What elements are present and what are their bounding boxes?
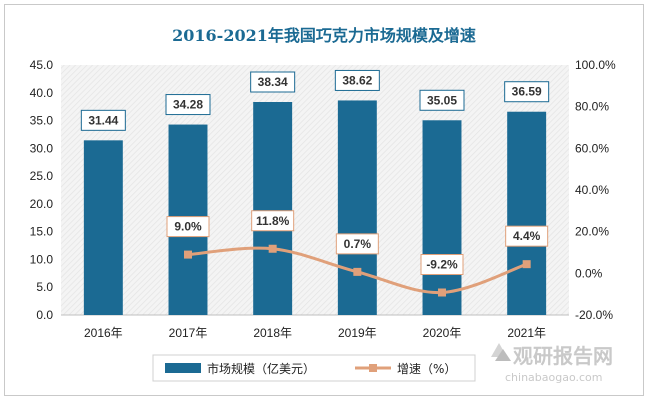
x-tick-label: 2019年	[338, 326, 377, 340]
bar-series	[83, 100, 547, 316]
bar-data-label-box	[334, 69, 380, 91]
bar-data-label: 38.34	[258, 75, 288, 89]
x-tick-label: 2020年	[423, 326, 462, 340]
bar-data-label: 31.44	[88, 113, 118, 127]
bar-data-label-box	[250, 71, 296, 93]
legend-bar-label: 市场规模（亿美元）	[207, 361, 315, 376]
bar-data-labels: 31.44 34.28 38.34 38.62 35.05 36.59	[80, 69, 550, 131]
right-tick-label: 40.0%	[575, 183, 609, 197]
bar	[422, 120, 462, 316]
left-y-axis: 0.0 5.0 10.0 15.0 20.0 25.0 30.0 35.0 40.0 45.0	[30, 58, 54, 322]
line-data-label: 0.7%	[344, 237, 372, 251]
watermark-name: 观研报告网	[513, 344, 613, 368]
right-y-axis: -20.0% 0.0% 20.0% 40.0% 60.0% 80.0% 100.0%	[575, 58, 616, 322]
watermark-logo-icon	[491, 343, 511, 361]
line-data-label: -9.2%	[426, 258, 458, 272]
chart-frame: 2016-2021年我国巧克力市场规模及增速 0.0 5.0 10.0 15.0 20.…	[4, 4, 644, 396]
x-tick-label: 2021年	[507, 326, 546, 340]
right-tick-label: 80.0%	[575, 100, 609, 114]
bar-data-label-box	[80, 109, 126, 131]
x-tick-label: 2016年	[84, 326, 123, 340]
line-data-label: 11.8%	[256, 214, 290, 228]
line-marker	[184, 250, 192, 259]
right-tick-label: 20.0%	[575, 225, 609, 239]
line-marker	[438, 288, 446, 297]
line-data-label: 9.0%	[174, 220, 202, 234]
legend-bar-swatch	[165, 363, 201, 373]
bar-data-label-box	[165, 94, 211, 116]
line-series	[184, 244, 531, 297]
legend-line-label: 增速（%）	[397, 362, 456, 376]
left-tick-label: 15.0	[30, 225, 54, 239]
chart-title: 2016-2021年我国巧克力市场规模及增速	[172, 26, 476, 45]
x-tick-label: 2018年	[253, 326, 292, 340]
line-marker	[522, 260, 531, 269]
right-tick-label: -20.0%	[575, 308, 613, 322]
bar-data-label: 35.05	[427, 93, 457, 107]
line-data-labels: 9.0% 11.8% 0.7% -9.2% 4.4%	[166, 210, 549, 275]
right-tick-label: 60.0%	[575, 141, 609, 155]
line-data-label: 4.4%	[513, 229, 541, 243]
line-marker	[353, 267, 362, 276]
left-tick-label: 0.0	[36, 308, 53, 322]
bar	[337, 100, 377, 315]
plot-area	[61, 65, 569, 315]
line-marker	[268, 244, 277, 253]
bar	[253, 102, 293, 315]
bar	[507, 111, 547, 315]
left-tick-label: 40.0	[30, 86, 54, 100]
bar-data-label: 38.62	[342, 73, 372, 87]
bar-data-label: 36.59	[512, 85, 542, 99]
bar-data-label-box	[419, 89, 465, 111]
legend-line-marker	[369, 364, 377, 372]
watermark-url: chinabaogao.com	[505, 371, 603, 384]
left-tick-label: 20.0	[30, 197, 54, 211]
line-data-label-box	[505, 225, 549, 247]
left-tick-label: 35.0	[30, 114, 54, 128]
watermark: 观研报告网 chinabaogao.com	[491, 343, 613, 384]
line-data-label-box	[335, 233, 379, 255]
left-tick-label: 45.0	[30, 58, 54, 72]
bar	[83, 140, 123, 315]
x-axis: 2016年 2017年 2018年 2019年 2020年 2021年	[61, 314, 569, 340]
x-tick-label: 2017年	[169, 326, 208, 340]
legend: 市场规模（亿美元） 增速（%）	[152, 354, 476, 382]
line-data-label-box	[420, 254, 464, 275]
left-tick-label: 30.0	[30, 141, 54, 155]
bar-data-label-box	[504, 81, 550, 103]
right-tick-label: 100.0%	[575, 58, 616, 72]
bar-data-label: 34.28	[173, 98, 203, 112]
line-data-label-box	[251, 210, 295, 232]
left-tick-label: 25.0	[30, 169, 54, 183]
left-tick-label: 5.0	[36, 280, 53, 294]
line-data-label-box	[166, 216, 210, 238]
left-tick-label: 10.0	[30, 252, 54, 266]
right-tick-label: 0.0%	[575, 266, 603, 280]
legend-box	[152, 354, 476, 382]
chart-svg: 2016-2021年我国巧克力市场规模及增速 0.0 5.0 10.0 15.0 20.…	[30, 26, 616, 384]
